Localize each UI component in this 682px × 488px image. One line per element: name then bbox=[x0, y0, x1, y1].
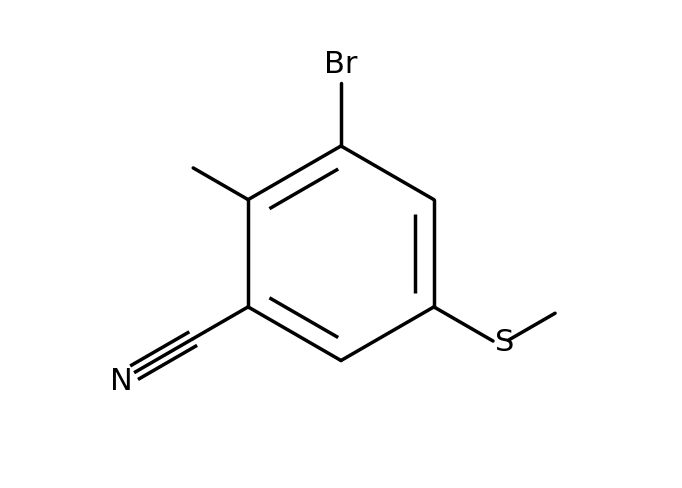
Text: N: N bbox=[110, 366, 133, 395]
Text: Br: Br bbox=[324, 50, 358, 79]
Text: S: S bbox=[495, 327, 515, 356]
